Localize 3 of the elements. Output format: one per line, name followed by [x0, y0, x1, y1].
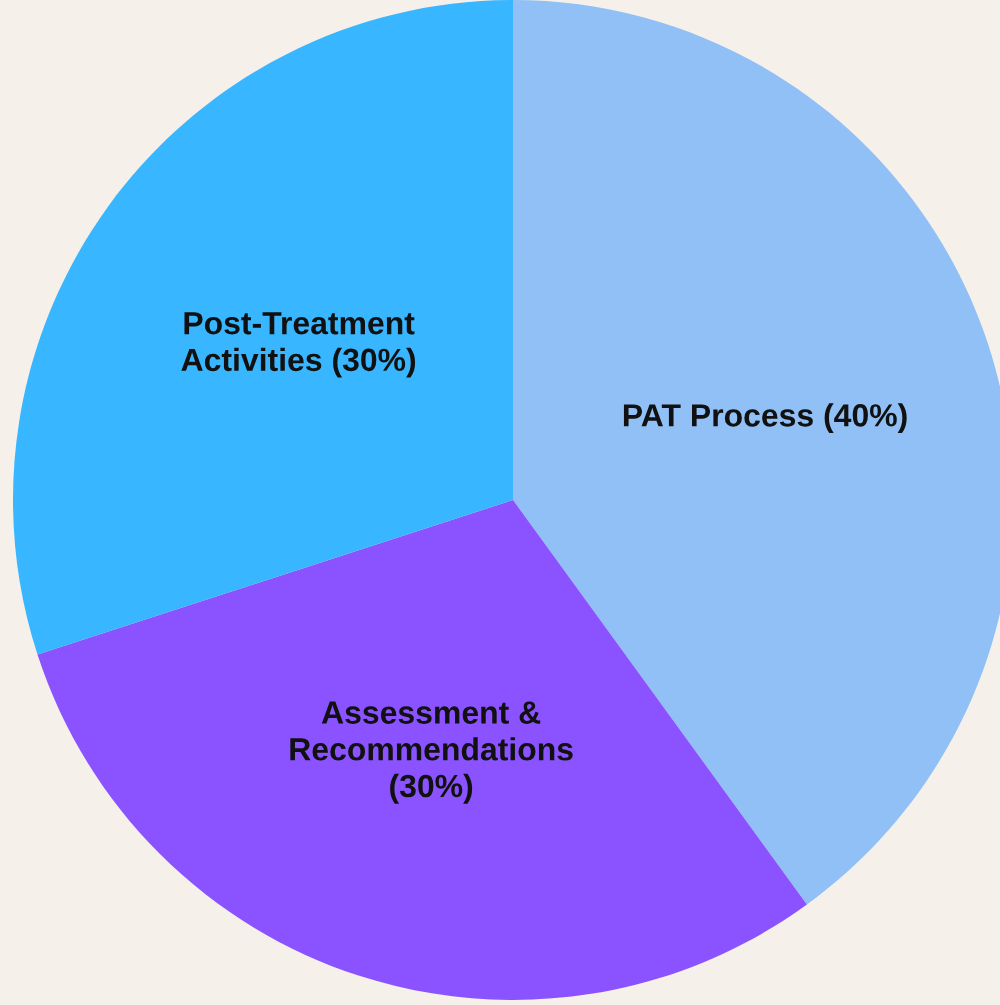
slice-label: Assessment & Recommendations (30%)	[290, 701, 573, 804]
slice-label: Post-Treatment Activities (30%)	[181, 312, 416, 378]
slice-label: PAT Process (40%)	[623, 403, 907, 433]
